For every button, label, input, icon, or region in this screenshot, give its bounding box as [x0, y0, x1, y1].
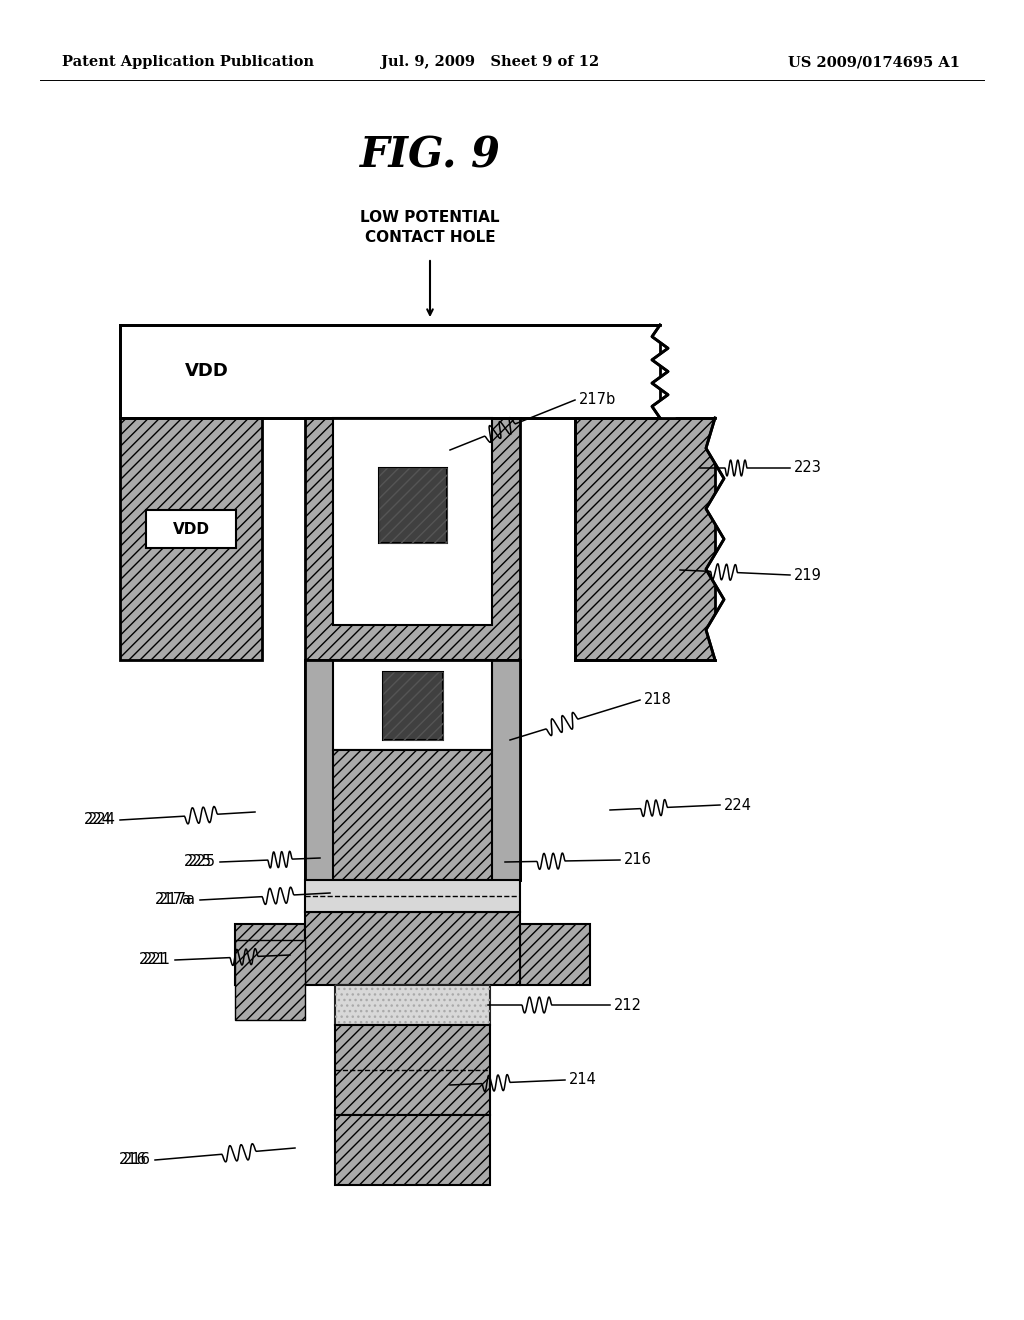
Text: 221: 221	[139, 953, 167, 968]
Bar	[333, 660, 492, 750]
Text: 214: 214	[569, 1072, 597, 1088]
Bar	[120, 418, 262, 660]
Text: 217a: 217a	[155, 892, 193, 908]
Bar	[305, 912, 520, 985]
Text: FIG. 9: FIG. 9	[359, 135, 501, 176]
Bar	[492, 660, 520, 880]
Bar	[120, 325, 660, 418]
Bar	[335, 985, 490, 1026]
Text: 212: 212	[614, 998, 642, 1012]
Bar	[379, 469, 446, 543]
Text: 219: 219	[794, 568, 822, 582]
Text: 221: 221	[143, 953, 171, 968]
Text: LOW POTENTIAL: LOW POTENTIAL	[360, 210, 500, 226]
Text: 216: 216	[624, 853, 652, 867]
Text: 224: 224	[88, 813, 116, 828]
Text: Jul. 9, 2009   Sheet 9 of 12: Jul. 9, 2009 Sheet 9 of 12	[381, 55, 599, 69]
Bar	[305, 660, 520, 880]
Bar	[305, 660, 333, 880]
Bar	[305, 418, 520, 660]
Polygon shape	[706, 418, 735, 660]
Text: 216: 216	[123, 1152, 151, 1167]
Bar	[383, 672, 442, 741]
Bar	[379, 469, 446, 543]
Text: 218: 218	[644, 693, 672, 708]
Bar	[335, 1115, 490, 1185]
Text: 217b: 217b	[579, 392, 616, 408]
Text: 225: 225	[184, 854, 212, 870]
Bar	[305, 660, 520, 880]
Bar	[333, 750, 492, 880]
Bar	[383, 672, 442, 741]
Bar	[234, 924, 305, 985]
Text: 216: 216	[119, 1152, 147, 1167]
Text: 217a: 217a	[159, 892, 196, 908]
Text: 224: 224	[84, 813, 112, 828]
Bar	[575, 418, 715, 660]
Bar	[335, 985, 490, 1026]
Bar	[305, 880, 520, 912]
Bar	[335, 1026, 490, 1115]
Bar	[234, 940, 305, 1020]
Text: 223: 223	[794, 461, 822, 475]
Polygon shape	[652, 325, 675, 418]
Bar	[146, 510, 236, 548]
Text: VDD: VDD	[172, 521, 210, 536]
Text: Patent Application Publication: Patent Application Publication	[62, 55, 314, 69]
Bar	[520, 924, 590, 985]
Bar	[333, 418, 492, 624]
Text: CONTACT HOLE: CONTACT HOLE	[365, 231, 496, 246]
Text: US 2009/0174695 A1: US 2009/0174695 A1	[788, 55, 961, 69]
Text: VDD: VDD	[185, 363, 229, 380]
Text: 224: 224	[724, 797, 752, 813]
Text: 225: 225	[188, 854, 216, 870]
